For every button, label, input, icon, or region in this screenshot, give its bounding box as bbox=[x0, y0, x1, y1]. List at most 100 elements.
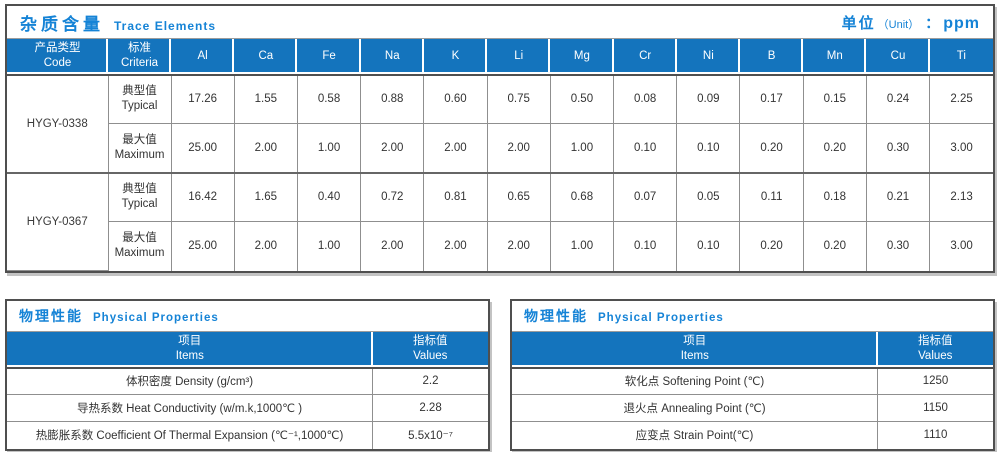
header-values-zh: 指标值 bbox=[413, 335, 448, 348]
physical-left-header-row: 项目 Items 指标值 Values bbox=[7, 331, 488, 369]
value-cell: 3.00 bbox=[929, 123, 993, 173]
criteria-en: Typical bbox=[121, 198, 158, 211]
criteria-en: Maximum bbox=[114, 247, 165, 260]
header-values-en: Values bbox=[413, 350, 448, 363]
physical-left-title-en: Physical Properties bbox=[93, 312, 219, 324]
header-values-zh: 指标值 bbox=[918, 335, 953, 348]
table-row: HYGY-0367 典型值 Typical 16.42 1.65 0.40 0.… bbox=[7, 171, 993, 271]
value-cell: 2.25 bbox=[929, 74, 993, 124]
table-row: 体积密度 Density (g/cm³) 2.2 bbox=[7, 367, 488, 395]
physical-right-title-zh: 物理性能 bbox=[524, 308, 588, 324]
value-cell: 0.09 bbox=[676, 74, 741, 124]
value-cell: 0.10 bbox=[676, 221, 741, 271]
value-cell: 2.00 bbox=[423, 221, 488, 271]
value-cell: 2.00 bbox=[423, 123, 488, 173]
element-header-fe: Fe bbox=[297, 38, 361, 76]
value-cell: 0.65 bbox=[486, 171, 551, 222]
value-cell: 0.10 bbox=[613, 221, 678, 271]
criteria-en: Typical bbox=[121, 100, 158, 113]
value-cell: 5.5x10⁻⁷ bbox=[372, 421, 488, 449]
value-cell: 0.88 bbox=[360, 74, 425, 124]
value-cell: 0.40 bbox=[296, 171, 362, 222]
value-cell: 0.10 bbox=[676, 123, 741, 173]
value-cell: 0.15 bbox=[802, 74, 867, 124]
criteria-zh: 最大值 bbox=[122, 133, 157, 146]
item-cell: 导热系数 Heat Conductivity (w/m.k,1000℃ ) bbox=[7, 394, 374, 422]
element-header-ti: Ti bbox=[929, 38, 993, 76]
element-header-al: Al bbox=[171, 38, 235, 76]
table-row: 应变点 Strain Point(℃) 1110 bbox=[512, 421, 993, 449]
physical-properties-panel-left: 物理性能 Physical Properties 项目 Items 指标值 Va… bbox=[5, 299, 490, 451]
table-row: 热膨胀系数 Coefficient Of Thermal Expansion (… bbox=[7, 421, 488, 449]
header-items-en: Items bbox=[175, 350, 204, 363]
physical-left-table: 项目 Items 指标值 Values 体积密度 Density (g/cm³)… bbox=[7, 331, 488, 449]
criteria-cell: 最大值 Maximum bbox=[108, 221, 172, 271]
value-cell: 2.00 bbox=[360, 123, 425, 173]
criteria-cell: 典型值 Typical bbox=[107, 171, 172, 222]
value-cell: 2.13 bbox=[929, 171, 993, 222]
value-cell: 0.20 bbox=[802, 221, 867, 271]
header-cell-values: 指标值 Values bbox=[372, 331, 488, 369]
element-header-b: B bbox=[739, 38, 804, 76]
criteria-zh: 典型值 bbox=[122, 183, 157, 196]
value-cell: 1.00 bbox=[296, 221, 362, 271]
element-header-na: Na bbox=[360, 38, 424, 76]
table-row: 最大值 Maximum 25.00 2.00 1.00 2.00 2.00 2.… bbox=[7, 123, 993, 173]
physical-properties-panel-right: 物理性能 Physical Properties 项目 Items 指标值 Va… bbox=[510, 299, 995, 451]
trace-elements-table: 产品类型 Code 标准 Criteria Al Ca Fe Na K Li M… bbox=[7, 38, 993, 271]
header-cell-criteria: 标准 Criteria bbox=[108, 38, 171, 76]
value-cell: 0.81 bbox=[423, 171, 488, 222]
unit-paren: （Unit） bbox=[877, 18, 920, 31]
value-cell: 0.60 bbox=[423, 74, 488, 124]
unit-zh: 单位 bbox=[841, 14, 876, 32]
item-cell: 退火点 Annealing Point (℃) bbox=[512, 394, 879, 422]
physical-right-title: 物理性能 Physical Properties bbox=[524, 306, 724, 326]
value-cell: 2.00 bbox=[486, 221, 551, 271]
header-values-en: Values bbox=[918, 350, 953, 363]
value-cell: 2.2 bbox=[372, 367, 488, 395]
value-cell: 1250 bbox=[877, 367, 993, 395]
value-cell: 0.08 bbox=[613, 74, 678, 124]
value-cell: 0.30 bbox=[865, 221, 931, 271]
element-header-ca: Ca bbox=[234, 38, 298, 76]
value-cell: 0.21 bbox=[865, 171, 931, 222]
physical-left-title: 物理性能 Physical Properties bbox=[19, 306, 219, 326]
unit-value: ppm bbox=[943, 14, 980, 32]
unit-colon: ： bbox=[925, 14, 940, 31]
value-cell: 0.05 bbox=[676, 171, 741, 222]
element-header-mg: Mg bbox=[550, 38, 614, 76]
header-criteria-zh: 标准 bbox=[128, 42, 151, 55]
header-code-zh: 产品类型 bbox=[34, 42, 81, 55]
value-cell: 3.00 bbox=[929, 221, 993, 271]
value-cell: 0.50 bbox=[549, 74, 615, 124]
trace-elements-panel: 杂质含量 Trace Elements 单位 （Unit） ： ppm 产品类型… bbox=[5, 4, 995, 273]
value-cell: 0.24 bbox=[865, 74, 931, 124]
value-cell: 0.72 bbox=[360, 171, 425, 222]
value-cell: 0.68 bbox=[549, 171, 615, 222]
element-header-mn: Mn bbox=[803, 38, 867, 76]
value-cell: 0.11 bbox=[739, 171, 804, 222]
table-row: 导热系数 Heat Conductivity (w/m.k,1000℃ ) 2.… bbox=[7, 394, 488, 422]
header-cell-items: 项目 Items bbox=[512, 331, 878, 369]
value-cell: 2.00 bbox=[233, 123, 298, 173]
trace-panel-header: 杂质含量 Trace Elements 单位 （Unit） ： ppm bbox=[7, 6, 993, 38]
header-criteria-en: Criteria bbox=[120, 57, 159, 70]
element-header-cr: Cr bbox=[613, 38, 677, 76]
value-cell: 0.20 bbox=[802, 123, 867, 173]
value-cell: 0.20 bbox=[739, 221, 804, 271]
value-cell: 0.10 bbox=[613, 123, 678, 173]
element-header-li: Li bbox=[487, 38, 551, 76]
value-cell: 17.26 bbox=[170, 74, 235, 124]
product-code-cell: HYGY-0367 bbox=[7, 171, 109, 271]
value-cell: 25.00 bbox=[170, 123, 235, 173]
value-cell: 1.00 bbox=[549, 123, 615, 173]
value-cell: 0.17 bbox=[739, 74, 804, 124]
value-cell: 2.00 bbox=[233, 221, 298, 271]
table-row: 最大值 Maximum 25.00 2.00 1.00 2.00 2.00 2.… bbox=[7, 221, 993, 271]
value-cell: 1.00 bbox=[549, 221, 615, 271]
table-row: 退火点 Annealing Point (℃) 1150 bbox=[512, 394, 993, 422]
header-items-zh: 项目 bbox=[683, 335, 707, 348]
header-cell-items: 项目 Items bbox=[7, 331, 373, 369]
physical-right-header-row: 项目 Items 指标值 Values bbox=[512, 331, 993, 369]
